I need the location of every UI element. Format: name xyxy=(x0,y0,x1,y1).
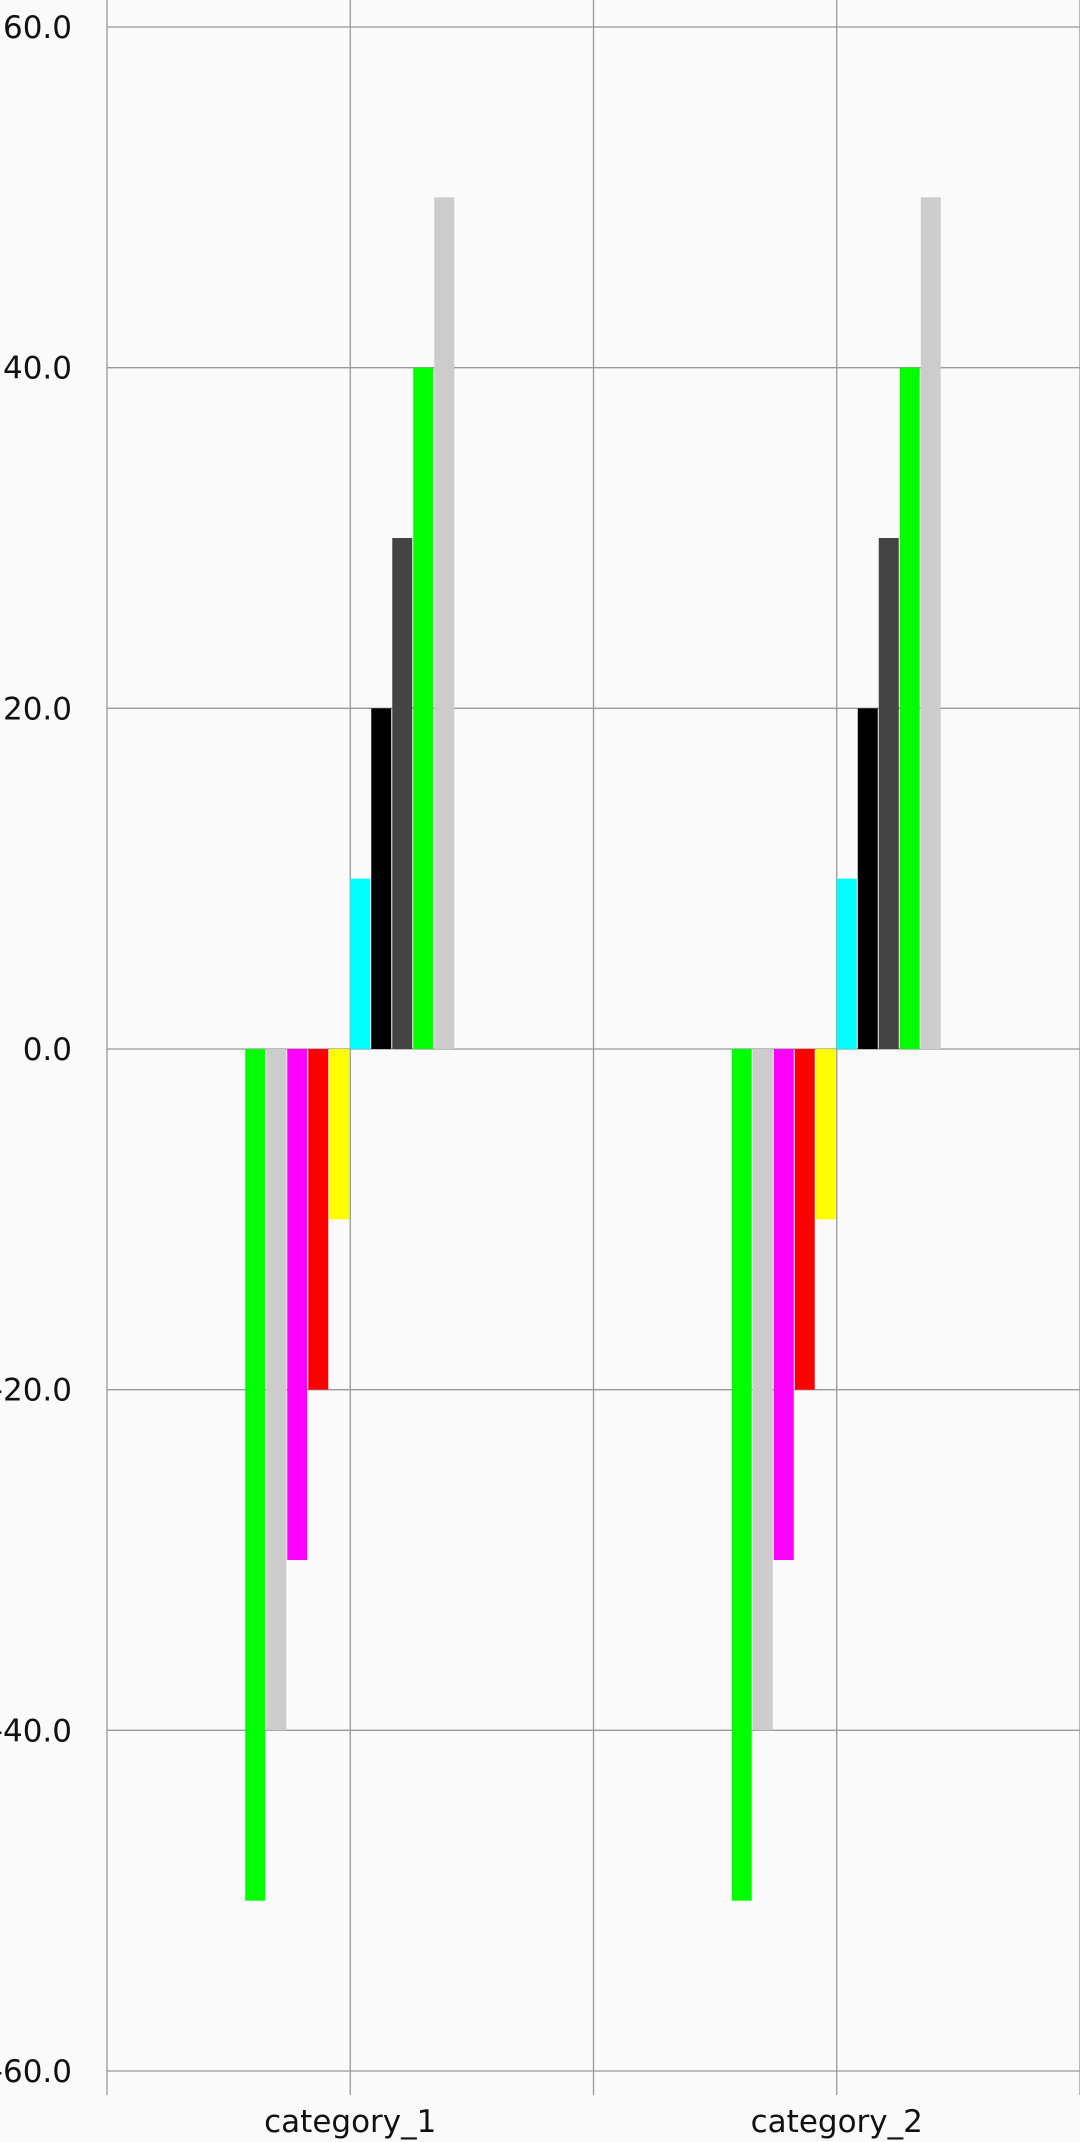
bar-category_1-series-9 xyxy=(413,367,434,1050)
y-tick-label: -40.0 xyxy=(0,1713,72,1749)
y-tick-label: 40.0 xyxy=(3,351,72,387)
bar-category_2-series-3 xyxy=(773,1049,794,1560)
bar-category_2-series-5 xyxy=(815,1049,836,1220)
bar-category_1-series-7 xyxy=(371,708,392,1049)
y-tick-label: -60.0 xyxy=(0,2054,72,2090)
bar-category_1-series-8 xyxy=(392,538,413,1049)
y-tick-label: 60.0 xyxy=(3,10,72,46)
bar-category_2-series-2 xyxy=(752,1049,773,1731)
bar-category_1-series-6 xyxy=(350,878,371,1049)
x-category-label: category_1 xyxy=(264,2104,436,2140)
bar-category_1-series-1 xyxy=(245,1049,266,1901)
bar-category_2-series-7 xyxy=(857,708,878,1049)
x-axis-category-labels: category_1 category_2 xyxy=(264,2104,923,2140)
y-axis-tick-labels: 60.0 40.0 20.0 0.0 -20.0 -40.0 -60.0 xyxy=(0,10,72,2090)
x-category-label: category_2 xyxy=(751,2104,923,2140)
bar-category_2-series-6 xyxy=(836,878,857,1049)
bar-category_1-series-5 xyxy=(329,1049,350,1220)
y-tick-label: 20.0 xyxy=(3,691,72,727)
y-tick-label: 0.0 xyxy=(23,1032,72,1068)
bar-category_2-series-9 xyxy=(899,367,920,1050)
bar-category_1-series-2 xyxy=(266,1049,287,1731)
bar-category_1-series-10 xyxy=(434,197,455,1050)
bar-category_1-series-4 xyxy=(308,1049,329,1390)
bar-category_2-series-8 xyxy=(878,538,899,1049)
bar-category_2-series-4 xyxy=(794,1049,815,1390)
bar-category_2-series-10 xyxy=(920,197,941,1050)
y-tick-label: -20.0 xyxy=(0,1373,72,1409)
bar-category_1-series-3 xyxy=(287,1049,308,1560)
bar-category_2-series-1 xyxy=(731,1049,752,1901)
bars-group xyxy=(245,197,941,1901)
